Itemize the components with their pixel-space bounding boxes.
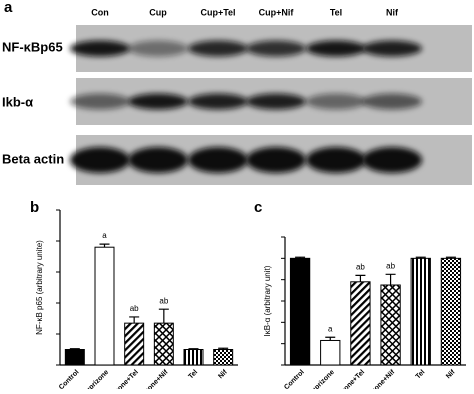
x-tick-label: Cuprizone [81,369,110,389]
x-tick-label: Control [58,369,81,389]
bar [213,349,234,366]
charts: b NF-κB p65 (arbitrary unite) Control a Cupr… [30,199,466,394]
lane-label: Cup+Nif [259,7,295,17]
band [70,93,130,110]
band [306,147,366,173]
error-bar [129,316,140,324]
error-bar [325,336,336,341]
y-axis-title: IκB-α (arbitrary unit) [263,265,272,336]
error-bar [355,274,366,282]
bar [94,246,115,366]
band [188,40,248,57]
band [128,147,188,173]
lane-label: Cup [149,7,167,17]
lane-label: Nif [386,7,399,17]
y-axis-title: NF-κB p65 (arbitrary unite) [35,240,44,335]
band [70,40,130,57]
band [188,147,248,173]
error-bar [218,347,229,350]
error-bar [295,256,306,259]
significance-label: ab [159,296,168,305]
x-tick-label: Control [283,369,306,389]
significance-label: a [328,324,333,333]
bar [124,322,145,366]
x-tick-label: Nif [445,368,457,380]
band [362,93,422,110]
band [70,147,130,173]
band [128,93,188,110]
x-tick-label: Tel [415,369,427,381]
significance-label: ab [356,263,365,272]
error-bar [99,243,110,248]
lane-label: Cup+Tel [200,7,235,17]
band [306,93,366,110]
error-bar [415,256,426,259]
blot: Con Cup Cup+Tel Cup+Nif Tel Nif NF-κBp65 Ikb-α B… [2,7,472,185]
error-bar [158,308,169,324]
band [246,40,306,57]
row-label: Ikb-α [2,94,33,109]
lane-label: Tel [330,7,342,17]
band [306,40,366,57]
error-bar [69,348,80,350]
row-label: NF-κBp65 [2,39,63,54]
band [246,147,306,173]
bar [380,284,401,366]
bar [289,257,311,366]
row-label: Beta actin [2,151,64,166]
bar [153,322,174,366]
error-bar [385,273,396,285]
error-bar [188,348,199,350]
panel-label: b [30,199,39,216]
x-tick-label: Nif [217,368,229,380]
error-bar [445,256,456,259]
band [188,93,248,110]
significance-label: a [102,231,107,240]
bar [183,349,204,366]
lane-label: Con [91,7,109,17]
panel-label: a [4,0,13,16]
bar [320,339,341,366]
band [362,40,422,57]
band [362,147,422,173]
bar [350,281,371,366]
significance-label: ab [386,261,395,270]
significance-label: ab [130,304,139,313]
bar [410,257,431,366]
panel-label: c [254,199,262,216]
bar [440,257,462,366]
x-tick-label: Tel [187,369,199,381]
x-tick-label: Cuprizone [307,369,336,389]
band [128,40,188,57]
bar [64,349,85,366]
band [246,93,306,110]
